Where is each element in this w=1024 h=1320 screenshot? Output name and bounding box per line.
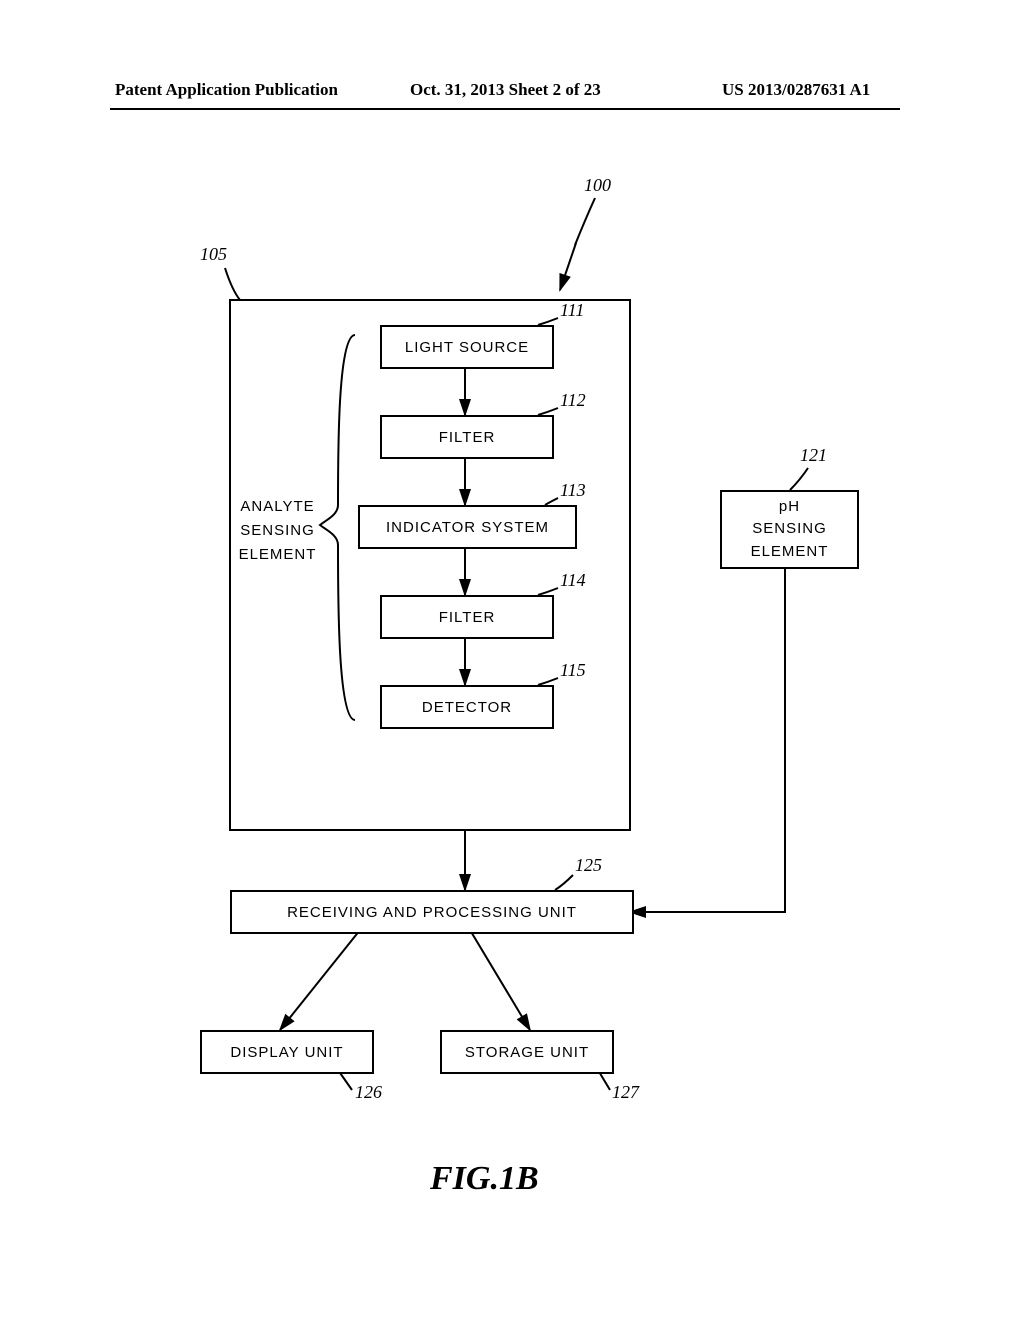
light-source-box: LIGHT SOURCE <box>380 325 554 369</box>
filter2-box: FILTER <box>380 595 554 639</box>
indicator-system-box: INDICATOR SYSTEM <box>358 505 577 549</box>
diagram-svg <box>0 0 1024 1320</box>
display-unit-box: DISPLAY UNIT <box>200 1030 374 1074</box>
ref-125: 125 <box>575 855 602 876</box>
analyte-sensing-label: ANALYTE SENSING ELEMENT <box>235 495 320 567</box>
figure-diagram: ANALYTE SENSING ELEMENT LIGHT SOURCE FIL… <box>0 0 1024 1320</box>
ref-126: 126 <box>355 1082 382 1103</box>
figure-caption: FIG.1B <box>430 1160 539 1198</box>
ref-115: 115 <box>560 660 586 681</box>
ref-100: 100 <box>584 175 611 196</box>
ref-111: 111 <box>560 300 584 321</box>
storage-unit-box: STORAGE UNIT <box>440 1030 614 1074</box>
ph-sensing-box: pH SENSING ELEMENT <box>720 490 859 569</box>
ref-121: 121 <box>800 445 827 466</box>
ref-127: 127 <box>612 1082 639 1103</box>
rpu-box: RECEIVING AND PROCESSING UNIT <box>230 890 634 934</box>
detector-box: DETECTOR <box>380 685 554 729</box>
ref-114: 114 <box>560 570 586 591</box>
ref-112: 112 <box>560 390 586 411</box>
filter1-box: FILTER <box>380 415 554 459</box>
ref-113: 113 <box>560 480 586 501</box>
ref-105: 105 <box>200 244 227 265</box>
